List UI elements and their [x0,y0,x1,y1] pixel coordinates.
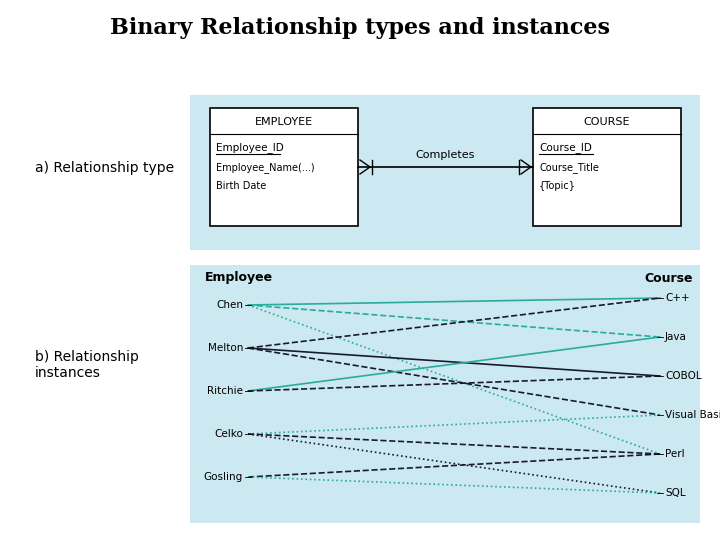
Text: Perl: Perl [665,449,685,459]
Text: Celko: Celko [214,429,243,439]
Text: Employee_ID: Employee_ID [216,143,284,153]
Bar [190,265,700,523]
Text: Employee: Employee [205,272,273,285]
Text: a) Relationship type: a) Relationship type [35,161,174,175]
Text: Completes: Completes [416,150,475,160]
Text: C++: C++ [665,293,690,303]
Text: {Topic}: {Topic} [539,181,576,191]
Text: Chen: Chen [216,300,243,310]
Text: Java: Java [665,332,687,342]
Text: Course_Title: Course_Title [539,163,599,173]
Text: Melton: Melton [207,343,243,353]
Text: SQL: SQL [665,488,685,498]
Text: b) Relationship
instances: b) Relationship instances [35,350,139,380]
Text: EMPLOYEE: EMPLOYEE [255,117,313,127]
Text: Employee_Name(...): Employee_Name(...) [216,163,315,173]
Bar [190,95,700,250]
Text: COURSE: COURSE [584,117,630,127]
Text: COBOL: COBOL [665,371,701,381]
Text: Ritchie: Ritchie [207,386,243,396]
Text: Binary Relationship types and instances: Binary Relationship types and instances [110,17,610,39]
Bar [533,108,681,226]
Text: Gosling: Gosling [204,472,243,482]
Bar [210,108,358,226]
Text: Course: Course [644,272,693,285]
Text: Birth Date: Birth Date [216,181,266,191]
Text: Visual Basic: Visual Basic [665,410,720,420]
Text: Course_ID: Course_ID [539,143,592,153]
